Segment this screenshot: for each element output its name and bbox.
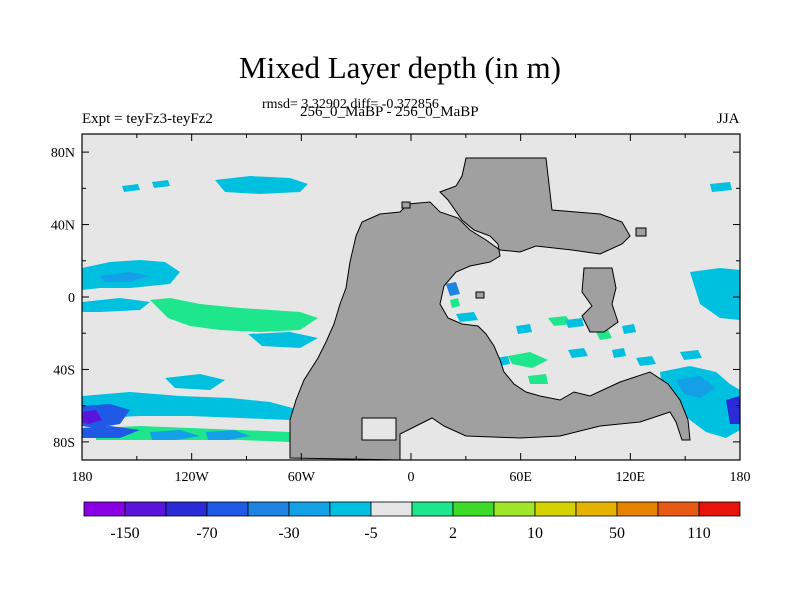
y-tick-label: 80N — [51, 146, 75, 161]
anomaly-patch — [528, 374, 548, 384]
colorbar-swatch — [411, 501, 454, 517]
anomaly-patch — [96, 426, 310, 442]
y-tick-label: 40S — [53, 363, 75, 378]
y-tick-label: 80S — [53, 436, 75, 451]
colorbar-swatch — [165, 501, 208, 517]
landmass-islet — [475, 291, 485, 299]
landmass-supercontinent — [289, 157, 691, 461]
colorbar-swatch — [124, 501, 167, 517]
anomaly-patch — [548, 316, 572, 326]
x-tick-label: 120E — [616, 470, 646, 485]
colorbar-swatch — [288, 501, 331, 517]
anomaly-patch — [636, 356, 656, 366]
y-axis: 80N 40N 0 40S 80S — [51, 146, 740, 451]
experiment-label: Expt = teyFz3-teyFz2 — [82, 111, 213, 127]
colorbar-swatch — [575, 501, 618, 517]
colorbar-swatch — [493, 501, 536, 517]
anomaly-patch — [622, 324, 636, 334]
anomaly-patch — [150, 298, 318, 332]
anomaly-patch — [508, 352, 548, 368]
map-plot — [81, 133, 741, 461]
y-tick-label: 0 — [68, 291, 75, 306]
colorbar-swatch — [698, 501, 741, 517]
colorbar-label: -70 — [196, 525, 217, 542]
x-tick-label: 0 — [408, 470, 415, 485]
anomaly-patch — [456, 312, 478, 322]
chart-title: Mixed Layer depth (in m) — [239, 50, 561, 85]
anomaly-patch — [100, 272, 150, 282]
anomaly-patch — [566, 318, 584, 328]
anomaly-patch — [122, 184, 140, 192]
anomaly-patch — [82, 426, 140, 438]
anomaly-patch — [82, 410, 102, 424]
anomaly-patch — [568, 348, 588, 358]
colorbar-swatch — [452, 501, 495, 517]
x-tick-label: 180 — [72, 470, 93, 485]
anomaly-patch — [215, 176, 308, 194]
colorbar-label: -30 — [278, 525, 299, 542]
colorbar-swatch — [83, 501, 126, 517]
inland-ocean — [361, 417, 397, 441]
anomaly-patch — [165, 374, 225, 390]
colorbar-label: 50 — [609, 525, 625, 542]
colorbar-label: -5 — [364, 525, 377, 542]
colorbar-swatch — [329, 501, 372, 517]
landmass-islet — [401, 201, 411, 209]
x-tick-label: 60W — [288, 470, 316, 485]
landmass-islet — [635, 227, 647, 237]
x-tick-label: 180 — [730, 470, 751, 485]
anomaly-patch — [680, 350, 702, 360]
chart-subtitle: rmsd= 3.32902 diff= -0.372856 — [262, 97, 439, 112]
colorbar-swatch — [206, 501, 249, 517]
colorbar-swatch — [616, 501, 659, 517]
x-tick-label: 120W — [175, 470, 210, 485]
x-axis: 180 120W 60W 0 60E 120E 180 — [72, 134, 751, 485]
colorbar-swatch — [370, 501, 413, 517]
colorbar-swatch — [534, 501, 577, 517]
anomaly-patch — [82, 392, 300, 420]
negative-anomaly-patches — [82, 176, 740, 440]
x-tick-label: 60E — [509, 470, 532, 485]
case-label: 256_0_MaBP - 256_0_MaBP — [300, 104, 479, 120]
colorbar-label: -150 — [110, 525, 139, 542]
anomaly-patch — [450, 298, 460, 308]
anomaly-patch — [690, 268, 740, 320]
colorbar-label: 10 — [527, 525, 543, 542]
season-label: JJA — [717, 111, 740, 127]
colorbar-label: 2 — [449, 525, 457, 542]
anomaly-patch — [516, 324, 532, 334]
colorbar-swatch — [657, 501, 700, 517]
anomaly-patch — [726, 396, 740, 424]
anomaly-patch — [82, 298, 150, 312]
anomaly-patch — [152, 180, 170, 188]
y-tick-label: 40N — [51, 219, 75, 234]
colorbar: -150 -70 -30 -5 2 10 50 110 — [83, 501, 741, 542]
colorbar-swatch — [247, 501, 290, 517]
anomaly-patch — [206, 430, 250, 440]
anomaly-patch — [248, 332, 318, 348]
landmass-island — [581, 267, 619, 333]
anomaly-patch — [710, 182, 732, 192]
colorbar-label: 110 — [687, 525, 710, 542]
anomaly-patch — [446, 282, 460, 296]
continents — [289, 157, 691, 461]
anomaly-patch — [150, 430, 200, 440]
anomaly-patch — [612, 348, 626, 358]
anomaly-patch — [676, 376, 716, 398]
